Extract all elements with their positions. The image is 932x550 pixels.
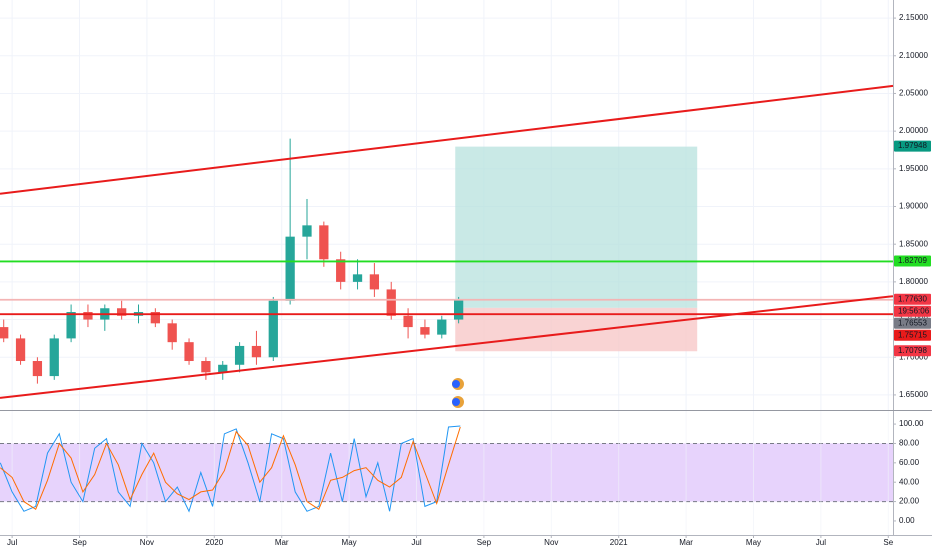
y-tick-label: 1.85000 [899, 239, 928, 248]
candle-body [49, 338, 59, 377]
x-tick-label: May [746, 538, 761, 547]
candle-body [285, 236, 295, 301]
y-tick-label: 2.15000 [899, 13, 928, 22]
x-tick-label: Sep [477, 538, 492, 547]
candle-body [234, 345, 245, 365]
candle-body [251, 345, 262, 358]
price-tag-label: 1.77630 [898, 294, 927, 303]
price-tag [894, 255, 931, 267]
y-tick-label: 20.00 [899, 497, 920, 506]
price-tag [894, 140, 931, 152]
x-tick-label: Mar [275, 538, 289, 547]
price-tag-label: 1.97948 [898, 141, 927, 150]
candle-body [0, 327, 9, 339]
candle-body [302, 225, 312, 237]
y-tick-label: 60.00 [899, 458, 920, 467]
candle-body [453, 299, 464, 320]
x-tick-label: Nov [544, 538, 558, 547]
x-tick-label: Mar [679, 538, 693, 547]
trend-line [0, 295, 894, 399]
x-tick-label: Jul [816, 538, 826, 547]
x-tick-label: Jul [7, 538, 17, 547]
x-tick-label: 2020 [205, 538, 223, 547]
candle-body [117, 308, 127, 316]
position-loss [455, 307, 698, 352]
y-tick-label: 40.00 [899, 477, 920, 486]
y-tick-label: 1.65000 [899, 390, 928, 399]
event-icons [452, 378, 464, 408]
y-tick-label: 100.00 [899, 419, 924, 428]
candle-body [437, 319, 447, 335]
y-tick-label: 1.80000 [899, 277, 928, 286]
y-tick-label: 1.90000 [899, 202, 928, 211]
y-tick-label: 1.70000 [899, 352, 928, 361]
y-tick-label: 0.00 [899, 516, 915, 525]
y-tick-label: 80.00 [899, 439, 920, 448]
price-tag-label: 1.75715 [898, 330, 927, 339]
x-tick-label: Jul [411, 538, 421, 547]
price-tag [894, 305, 931, 317]
price-tag-label: 1.70798 [898, 346, 927, 355]
candle-body [386, 289, 396, 316]
y-tick-label: 2.05000 [899, 89, 928, 98]
trend-line [0, 84, 894, 195]
candle-body [184, 342, 194, 362]
candle-body [268, 300, 278, 358]
candle-body [319, 225, 329, 260]
x-tick-label: Se [883, 538, 893, 547]
y-tick-label: 2.00000 [899, 126, 928, 135]
candle-body [15, 338, 26, 362]
x-tick-label: Nov [140, 538, 154, 547]
price-tag-label: 1.82709 [898, 256, 927, 265]
candle-body [218, 364, 228, 373]
position-profit [455, 146, 698, 308]
candle-body [403, 315, 413, 328]
x-tick-label: Sep [72, 538, 87, 547]
candle-body [420, 327, 430, 335]
candle-body [352, 274, 363, 282]
price-tag [894, 345, 931, 357]
price-tag [894, 317, 931, 329]
candle-body [83, 312, 93, 320]
candle-body [369, 274, 380, 290]
price-tag [894, 329, 931, 341]
candle-body [150, 312, 160, 324]
candle-body [336, 259, 346, 282]
indicator-line [0, 426, 461, 511]
y-tick-label: 2.10000 [899, 51, 928, 60]
candle-body [167, 323, 177, 343]
x-tick-label: May [342, 538, 357, 547]
candle-body [32, 361, 43, 377]
x-tick-label: 2021 [610, 538, 628, 547]
price-tag [894, 293, 931, 305]
candle-body [201, 361, 211, 373]
y-tick-label: 1.95000 [899, 164, 928, 173]
event-icon [452, 398, 460, 406]
indicator-line [0, 425, 461, 513]
event-icon [452, 380, 460, 388]
price-tag-label: 1.76553 [898, 318, 927, 327]
price-tag-label: 19:56:06 [898, 306, 930, 315]
candle-body [66, 312, 76, 339]
